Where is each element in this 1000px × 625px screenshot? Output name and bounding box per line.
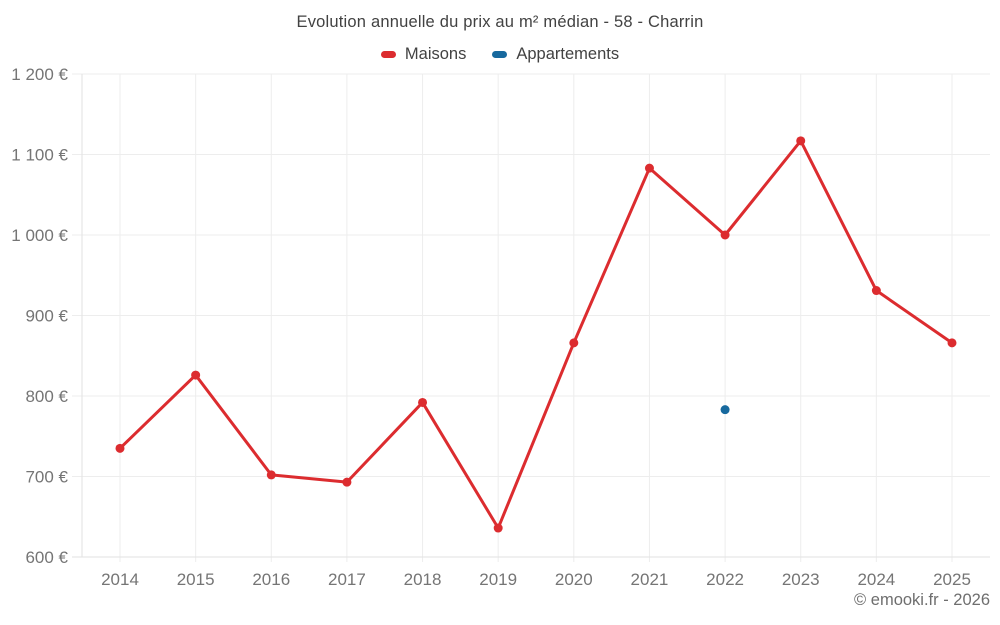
y-axis-tick-label: 600 € [25, 548, 68, 567]
maisons-data-point[interactable] [947, 338, 957, 348]
x-axis-tick-label: 2014 [101, 570, 139, 589]
maisons-data-point[interactable] [342, 477, 352, 487]
maisons-data-point[interactable] [493, 523, 503, 533]
y-axis-tick-label: 1 000 € [11, 226, 68, 245]
maisons-data-point[interactable] [191, 370, 201, 380]
y-axis-tick-label: 700 € [25, 468, 68, 487]
maisons-data-point[interactable] [796, 136, 806, 146]
legend-item-appartements[interactable]: Appartements [492, 45, 619, 64]
maisons-data-point[interactable] [720, 230, 730, 240]
x-axis-tick-label: 2022 [706, 570, 744, 589]
y-axis-tick-label: 900 € [25, 307, 68, 326]
y-axis-tick-label: 800 € [25, 387, 68, 406]
x-axis-tick-label: 2018 [404, 570, 442, 589]
maisons-data-point[interactable] [871, 286, 881, 296]
maisons-series-swatch-icon [380, 51, 396, 58]
x-axis-tick-label: 2021 [631, 570, 669, 589]
y-axis-tick-label: 1 200 € [11, 65, 68, 84]
maisons-data-point[interactable] [418, 397, 428, 407]
copyright-credit: © emooki.fr - 2026 [854, 591, 990, 609]
maisons-data-point[interactable] [644, 163, 654, 173]
x-axis-tick-label: 2015 [177, 570, 215, 589]
x-axis-tick-label: 2023 [782, 570, 820, 589]
chart-title: Evolution annuelle du prix au m² médian … [296, 13, 704, 31]
x-axis-tick-label: 2019 [479, 570, 517, 589]
x-axis-tick-label: 2025 [933, 570, 971, 589]
x-axis-tick-label: 2024 [857, 570, 895, 589]
maisons-data-point[interactable] [115, 443, 125, 453]
maisons-series-line [118, 139, 954, 530]
appartements-data-point[interactable] [720, 405, 730, 415]
maisons-data-point[interactable] [266, 470, 276, 480]
y-axis-tick-label: 1 100 € [11, 146, 68, 165]
x-axis-tick-label: 2017 [328, 570, 366, 589]
legend-label-maisons: Maisons [404, 45, 467, 63]
x-axis-tick-label: 2020 [555, 570, 593, 589]
legend-label-appartements: Appartements [516, 45, 620, 63]
maisons-data-point[interactable] [569, 338, 579, 348]
chart-legend: Maisons Appartements [0, 45, 1000, 64]
x-axis-tick-label: 2016 [252, 570, 290, 589]
appartements-series-swatch-icon [492, 51, 508, 58]
legend-item-maisons[interactable]: Maisons [380, 45, 467, 64]
